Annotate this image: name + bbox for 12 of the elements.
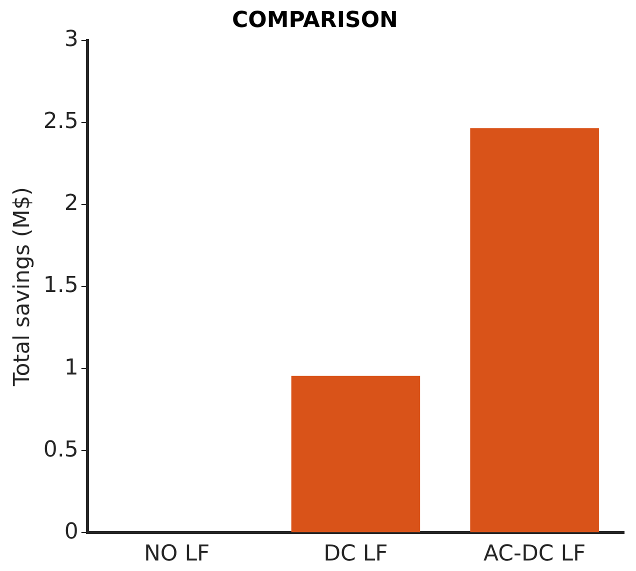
y-axis-title: Total savings (M$) [10, 187, 35, 387]
y-tick-label: 2.5 [43, 109, 78, 134]
y-tick-label: 0 [64, 519, 78, 544]
x-tick-label: AC-DC LF [483, 542, 586, 567]
x-tick-label: NO LF [144, 542, 210, 567]
y-tick-label: 0.5 [43, 437, 78, 462]
y-tick-label: 1 [64, 355, 78, 380]
x-tick-label: DC LF [324, 542, 388, 567]
y-tick-label: 1.5 [43, 273, 78, 298]
chart-title: COMPARISON [232, 8, 398, 33]
y-tick-label: 3 [64, 27, 78, 52]
y-tick-label: 2 [64, 191, 78, 216]
